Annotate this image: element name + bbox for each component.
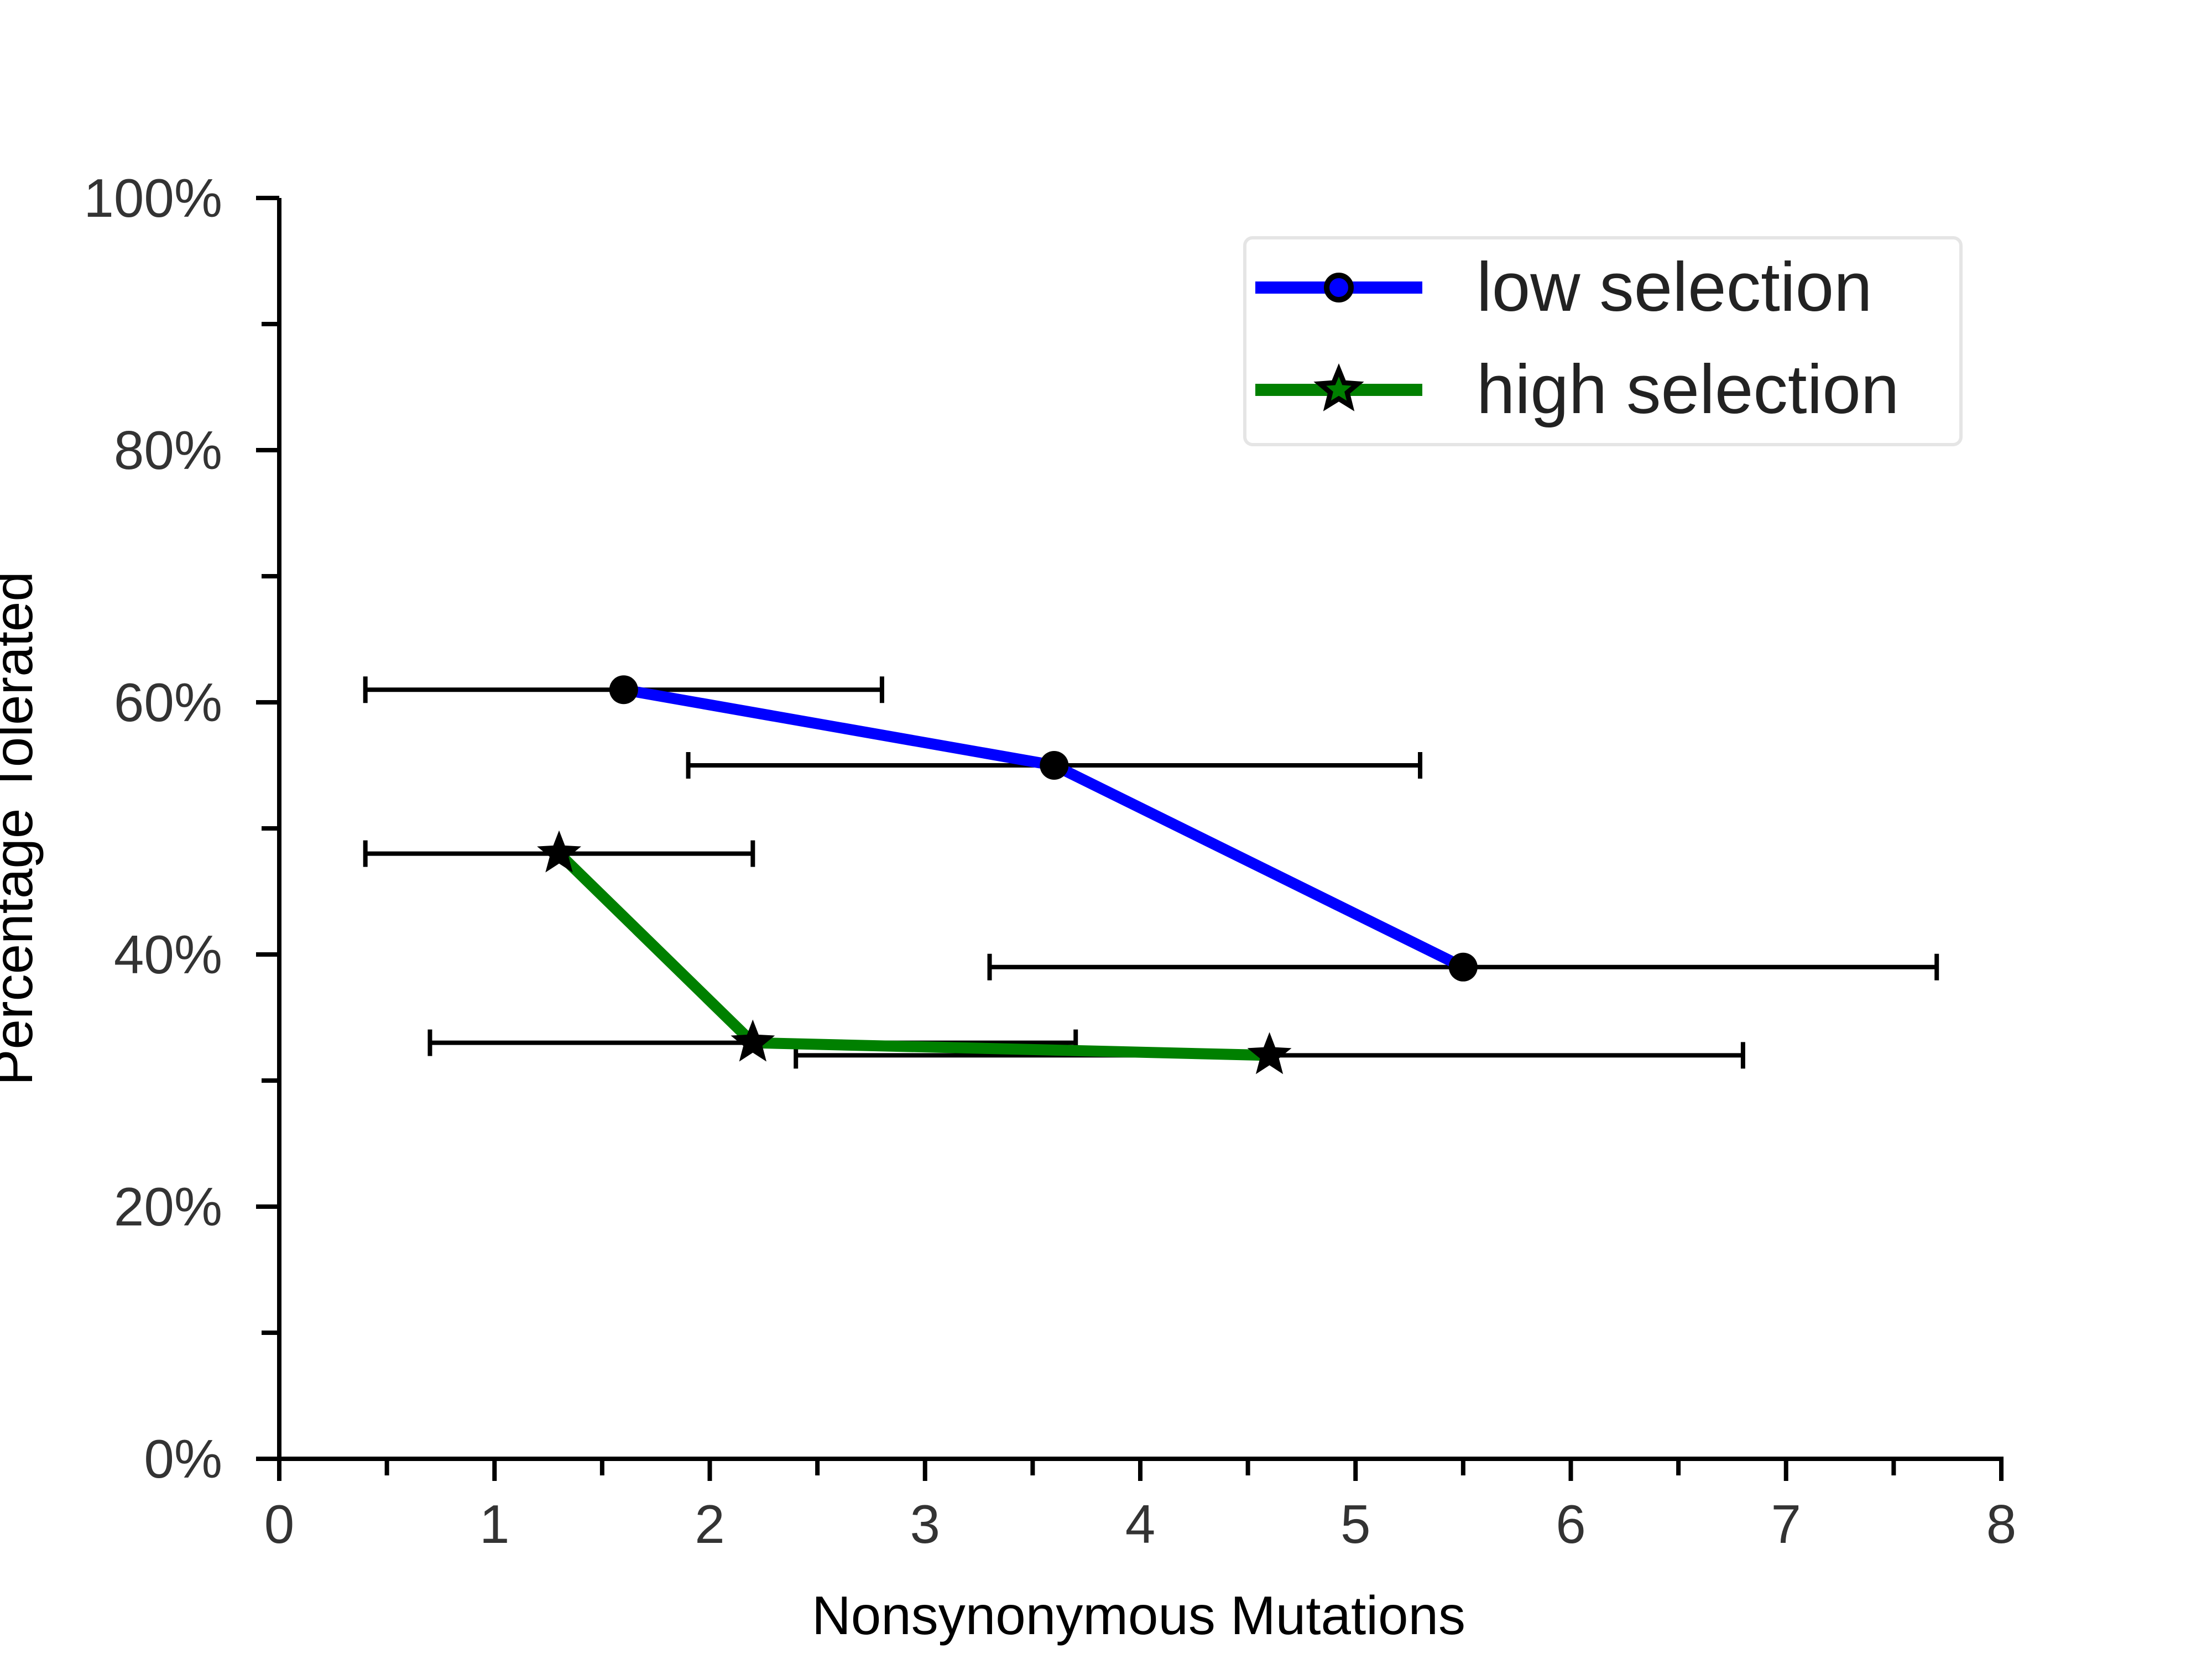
data-point	[1247, 1032, 1292, 1074]
x-tick-label: 3	[910, 1494, 940, 1554]
y-tick-label: 0%	[144, 1428, 222, 1489]
legend-marker-circle	[1324, 273, 1354, 302]
series-lines	[554, 684, 1469, 1061]
error-bars	[363, 676, 1939, 1069]
x-tick-label: 1	[479, 1494, 510, 1554]
legend: low selection high selection	[1243, 236, 1963, 446]
x-tick-label: 2	[695, 1494, 725, 1554]
y-ticks: 0% 20% 40% 60% 80% 100%	[84, 168, 279, 1489]
legend-label: high selection	[1477, 351, 1899, 428]
x-tick-label: 0	[264, 1494, 295, 1554]
data-point	[609, 675, 638, 705]
legend-label: low selection	[1477, 249, 1872, 326]
x-axis-label: Nonsynonymous Mutations	[812, 1585, 1465, 1646]
x-tick-label: 5	[1340, 1494, 1371, 1554]
legend-marker-star	[1313, 363, 1364, 411]
series-line-high-selection	[554, 848, 1275, 1061]
legend-frame	[1243, 236, 1963, 446]
series-line-low-selection	[618, 684, 1469, 973]
x-ticks: 0 1 2 3 4 5 6 7 8	[264, 1459, 2017, 1554]
x-tick-label: 6	[1556, 1494, 1586, 1554]
y-tick-label: 40%	[114, 924, 222, 985]
data-point	[731, 1019, 775, 1062]
data-markers	[537, 675, 1478, 1074]
data-point	[1448, 952, 1478, 982]
x-tick-label: 7	[1771, 1494, 1801, 1554]
x-tick-label: 4	[1125, 1494, 1156, 1554]
y-tick-label: 80%	[114, 420, 222, 481]
y-tick-label: 60%	[114, 672, 222, 733]
y-axis-label: Percentage Tolerated	[0, 571, 44, 1086]
y-tick-label: 100%	[84, 168, 222, 228]
x-tick-label: 8	[1986, 1494, 2017, 1554]
y-tick-label: 20%	[114, 1176, 222, 1237]
data-point	[537, 830, 581, 873]
data-point	[1040, 751, 1069, 780]
